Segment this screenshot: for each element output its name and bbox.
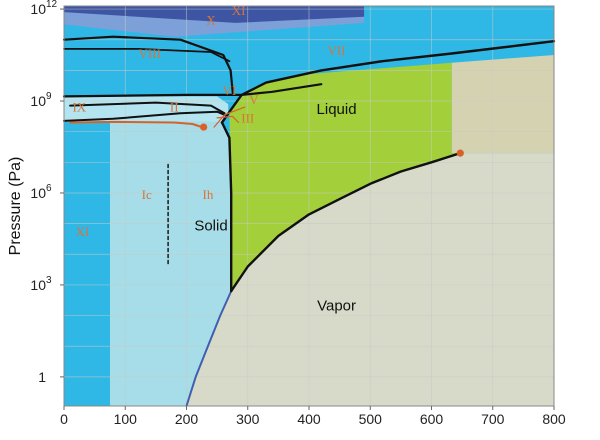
phase-label: Ih bbox=[203, 187, 214, 202]
x-tick-label: 600 bbox=[420, 411, 444, 427]
melting-curve-high bbox=[220, 40, 556, 124]
phase-label: III bbox=[241, 110, 254, 125]
ice-viii-lower-boundary bbox=[63, 48, 231, 63]
phase-label: V bbox=[249, 92, 259, 107]
phase-boundaries bbox=[62, 35, 556, 407]
phase-label: X bbox=[206, 12, 216, 27]
melting-curve bbox=[220, 121, 233, 293]
y-tick-label: 10 bbox=[30, 277, 46, 293]
phase-label: VIII bbox=[139, 46, 161, 61]
supercritical-region bbox=[451, 55, 554, 154]
x-tick-label: 0 bbox=[60, 411, 68, 427]
x-tick-label: 500 bbox=[359, 411, 383, 427]
phase-label: Liquid bbox=[317, 101, 357, 118]
ice-xi-strip bbox=[64, 121, 110, 407]
ice-ix-boundary bbox=[69, 101, 226, 115]
v-boundary bbox=[213, 106, 246, 128]
ice-ii-lower-boundary bbox=[63, 110, 226, 122]
ice-ii-region bbox=[64, 96, 229, 123]
y-tick-exponent: 12 bbox=[46, 0, 58, 10]
x-tick-label: 800 bbox=[542, 411, 566, 427]
metastable-boundary bbox=[69, 120, 203, 129]
y-tick-label: 10 bbox=[30, 93, 46, 109]
y-tick-exponent: 6 bbox=[46, 183, 52, 194]
sublimation-curve bbox=[185, 290, 233, 407]
phase-label: VI bbox=[223, 83, 237, 98]
x-tick-label: 200 bbox=[175, 411, 199, 427]
phase-label: Solid bbox=[194, 218, 227, 235]
x-tick-label: 400 bbox=[297, 411, 321, 427]
vaporization-curve bbox=[230, 151, 462, 293]
y-axis-title: Pressure (Pa) bbox=[7, 157, 24, 256]
y-tick-label: 10 bbox=[30, 1, 46, 17]
iii-boundary bbox=[216, 115, 240, 124]
liquid-region bbox=[229, 62, 461, 292]
y-tick-label: 1 bbox=[38, 369, 46, 385]
phase-label: Ic bbox=[142, 187, 152, 202]
x-tick-label: 300 bbox=[236, 411, 260, 427]
phase-label: XI bbox=[76, 224, 90, 239]
y-tick-exponent: 9 bbox=[46, 91, 52, 102]
x-tick-label: 100 bbox=[114, 411, 138, 427]
x-tick-label: 700 bbox=[481, 411, 505, 427]
y-tick-exponent: 3 bbox=[46, 275, 52, 286]
y-tick-label: 10 bbox=[30, 185, 46, 201]
phase-label: IX bbox=[72, 100, 86, 115]
ice-viii-boundary bbox=[62, 35, 235, 96]
phase-label: VII bbox=[328, 43, 346, 58]
ice-xi-high-region bbox=[64, 6, 365, 23]
phase-label: Vapor bbox=[317, 297, 356, 314]
ice-vi-boundary bbox=[62, 83, 323, 98]
phase-label: XI bbox=[232, 3, 246, 18]
special-point bbox=[456, 149, 464, 157]
special-point bbox=[200, 123, 208, 131]
phase-label: II bbox=[170, 100, 179, 115]
